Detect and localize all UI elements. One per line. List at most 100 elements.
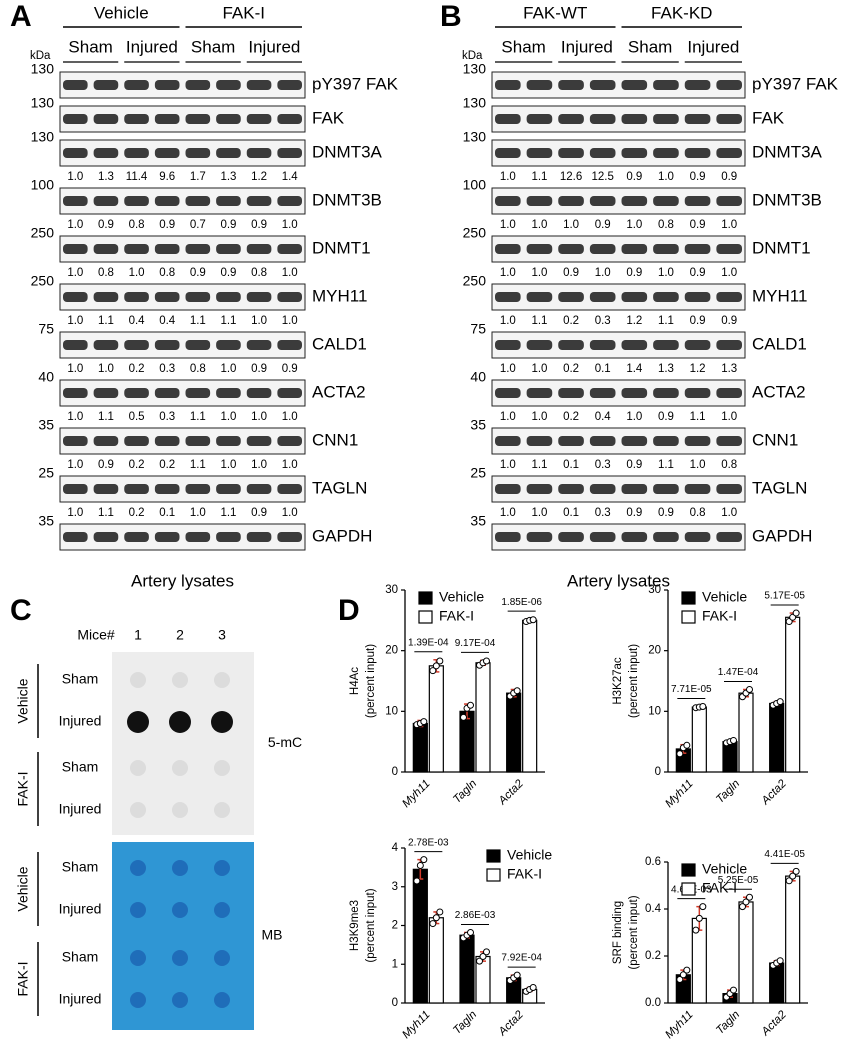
band (216, 388, 241, 398)
lane-label: Injured (126, 37, 178, 56)
band (93, 340, 119, 350)
data-point (746, 685, 753, 693)
quant-label: 1.0 (251, 459, 267, 471)
blot-label: DNMT1 (752, 238, 811, 257)
quant-label: 1.1 (220, 507, 236, 519)
band (621, 292, 648, 302)
data-point (683, 966, 691, 974)
band (716, 244, 742, 254)
quant-label: 1.0 (67, 363, 83, 375)
y-tick-label: 30 (385, 584, 398, 596)
band (124, 196, 149, 206)
band (558, 340, 584, 350)
bar (691, 706, 707, 773)
quant-label: 11.4 (126, 171, 148, 183)
dot (130, 992, 146, 1008)
dot (130, 950, 146, 966)
band (589, 484, 616, 494)
quant-label: 1.3 (721, 363, 737, 375)
quant-label: 0.9 (690, 267, 706, 279)
band (185, 148, 211, 158)
x-tick-label: Acta2 (496, 777, 526, 807)
dot (214, 802, 230, 818)
quant-label: 1.0 (282, 267, 298, 279)
quant-label: 0.2 (563, 363, 579, 375)
quant-label: 1.0 (626, 411, 642, 423)
data-point (730, 986, 737, 994)
data-point (467, 928, 474, 936)
dot (214, 760, 230, 776)
panel-letter: B (440, 0, 462, 33)
data-point (789, 872, 797, 880)
mw-label: 75 (38, 321, 54, 337)
footer-label: Artery lysates (567, 571, 670, 590)
bar (738, 692, 754, 773)
quant-label: 0.9 (251, 507, 267, 519)
quant-label: 0.3 (595, 507, 611, 519)
quant-label: 0.2 (129, 459, 145, 471)
lane-label: Injured (687, 37, 739, 56)
y-axis-label: (percent input) (628, 895, 640, 969)
quant-label: 1.0 (721, 219, 737, 231)
band (124, 292, 149, 302)
quant-label: 1.3 (658, 363, 674, 375)
blot-label: MYH11 (752, 286, 807, 305)
quant-label: 0.1 (595, 363, 611, 375)
kda-label: kDa (462, 50, 483, 62)
dot (214, 860, 230, 876)
data-point (436, 908, 444, 916)
band (154, 114, 180, 124)
quant-label: 0.8 (658, 219, 674, 231)
blot-label: TAGLN (752, 478, 807, 497)
band (63, 532, 88, 542)
data-point (420, 856, 428, 864)
quant-label: 0.9 (690, 315, 706, 327)
data-point (483, 948, 490, 956)
quant-label: 1.0 (251, 315, 267, 327)
x-tick-label: Tagln (451, 1009, 479, 1037)
band (621, 114, 648, 124)
bar (475, 662, 491, 773)
band (277, 196, 302, 206)
band (621, 388, 648, 398)
band (246, 340, 272, 350)
quant-label: 1.7 (190, 171, 206, 183)
quant-label: 0.4 (159, 315, 176, 327)
mw-label: 100 (31, 177, 55, 193)
band (495, 80, 521, 90)
lane-label: Sham (501, 37, 545, 56)
lane-label: Sham (191, 37, 235, 56)
band (63, 80, 88, 90)
band (246, 292, 272, 302)
quant-label: 1.0 (67, 507, 83, 519)
data-point (746, 893, 753, 901)
data-point (742, 898, 750, 906)
band (526, 80, 553, 90)
band (93, 148, 119, 158)
band (154, 532, 180, 542)
band (589, 388, 616, 398)
group-label: FAK-KD (651, 3, 712, 22)
x-tick-label: Tagln (451, 778, 479, 806)
band (716, 436, 742, 446)
blot-label: DNMT3A (312, 142, 383, 161)
band (684, 80, 711, 90)
mw-label: 130 (31, 95, 55, 111)
band (216, 148, 241, 158)
quant-label: 1.0 (721, 411, 737, 423)
row-label: Injured (59, 991, 102, 1007)
row-label: Injured (59, 801, 102, 817)
quant-label: 0.1 (563, 507, 579, 519)
blot-label: DNMT1 (312, 238, 371, 257)
data-point (785, 877, 793, 885)
quant-label: 0.9 (159, 219, 175, 231)
band (63, 340, 88, 350)
band (495, 148, 521, 158)
band (589, 340, 616, 350)
quant-label: 0.9 (721, 171, 737, 183)
legend-swatch (681, 882, 696, 896)
band (684, 340, 711, 350)
data-point (676, 976, 684, 983)
quant-label: 0.8 (159, 267, 175, 279)
